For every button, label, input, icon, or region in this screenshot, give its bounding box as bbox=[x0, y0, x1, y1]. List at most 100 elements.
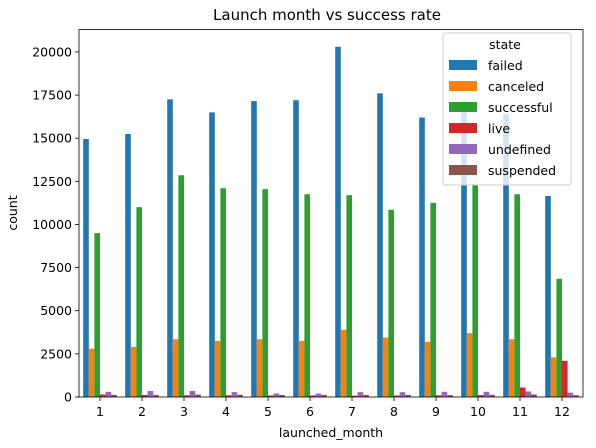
bar-successful-2 bbox=[136, 207, 142, 397]
bar-failed-6 bbox=[293, 100, 299, 397]
bar-canceled-5 bbox=[256, 339, 263, 397]
bar-failed-2 bbox=[125, 133, 131, 398]
bar-successful-1 bbox=[94, 233, 100, 397]
x-tick-label: 10 bbox=[470, 404, 486, 419]
bar-canceled-11 bbox=[508, 339, 515, 397]
bar-live-12 bbox=[562, 360, 568, 397]
bar-undefined-3 bbox=[189, 390, 196, 397]
bar-canceled-7 bbox=[340, 329, 347, 397]
legend-swatch-failed bbox=[449, 60, 477, 70]
bar-canceled-1 bbox=[88, 348, 95, 397]
bar-undefined-10 bbox=[483, 391, 490, 397]
legend-swatch-suspended bbox=[449, 165, 477, 175]
bar-undefined-4 bbox=[231, 392, 238, 397]
y-tick-label: 0 bbox=[64, 390, 72, 405]
bar-suspended-5 bbox=[279, 394, 285, 397]
bar-undefined-9 bbox=[441, 391, 448, 397]
y-tick-label: 17500 bbox=[32, 88, 72, 103]
y-tick-label: 15000 bbox=[32, 131, 72, 146]
legend-swatch-successful bbox=[449, 102, 477, 112]
bar-undefined-11 bbox=[525, 391, 532, 397]
bar-suspended-3 bbox=[195, 394, 201, 397]
bar-live-6 bbox=[310, 395, 316, 397]
bar-successful-8 bbox=[388, 209, 394, 397]
bar-failed-9 bbox=[419, 117, 425, 398]
chart-title: Launch month vs success rate bbox=[213, 6, 441, 24]
x-tick-label: 4 bbox=[222, 404, 230, 419]
bar-live-11 bbox=[520, 387, 526, 397]
bar-failed-3 bbox=[167, 99, 173, 397]
bar-live-3 bbox=[184, 395, 190, 397]
bar-failed-12 bbox=[545, 195, 551, 397]
x-axis: 1 2 3 4 5 6 7 8 9 10 11 12 bbox=[96, 397, 570, 419]
bar-failed-8 bbox=[377, 93, 383, 398]
bar-successful-12 bbox=[556, 278, 562, 397]
legend-label-live: live bbox=[488, 121, 510, 136]
x-tick-label: 5 bbox=[264, 404, 272, 419]
bar-live-7 bbox=[352, 395, 358, 397]
bar-suspended-1 bbox=[111, 394, 117, 397]
bar-canceled-2 bbox=[130, 346, 137, 397]
bar-suspended-12 bbox=[573, 395, 579, 397]
x-tick-label: 6 bbox=[306, 404, 314, 419]
bar-failed-1 bbox=[83, 139, 89, 397]
bar-undefined-1 bbox=[105, 391, 112, 397]
x-tick-label: 3 bbox=[180, 404, 188, 419]
legend-label-canceled: canceled bbox=[488, 79, 544, 94]
bar-undefined-8 bbox=[399, 392, 406, 397]
bar-undefined-7 bbox=[357, 392, 364, 397]
bar-suspended-9 bbox=[447, 395, 453, 397]
legend: state failed canceled successful live undefin… bbox=[442, 32, 572, 186]
bars-group bbox=[83, 46, 579, 398]
bar-canceled-4 bbox=[214, 340, 221, 397]
x-tick-label: 9 bbox=[432, 404, 440, 419]
y-tick-label: 5000 bbox=[40, 303, 72, 318]
bar-successful-6 bbox=[304, 194, 310, 397]
bar-suspended-4 bbox=[237, 394, 243, 397]
bar-successful-5 bbox=[262, 189, 268, 397]
bar-successful-11 bbox=[514, 194, 520, 397]
bar-suspended-7 bbox=[363, 394, 369, 397]
bar-suspended-6 bbox=[321, 394, 327, 397]
bar-canceled-12 bbox=[550, 357, 557, 397]
legend-swatch-undefined bbox=[449, 144, 477, 154]
bar-failed-11 bbox=[503, 114, 509, 398]
y-tick-label: 20000 bbox=[32, 44, 72, 59]
bar-suspended-10 bbox=[489, 394, 495, 397]
bar-failed-7 bbox=[335, 46, 341, 398]
bar-live-10 bbox=[478, 395, 484, 397]
legend-label-successful: successful bbox=[488, 100, 553, 115]
x-tick-label: 1 bbox=[96, 404, 104, 419]
x-tick-label: 8 bbox=[390, 404, 398, 419]
legend-swatch-canceled bbox=[449, 81, 477, 91]
bar-successful-9 bbox=[430, 202, 436, 397]
bar-successful-4 bbox=[220, 188, 226, 397]
bar-undefined-12 bbox=[567, 392, 574, 397]
legend-label-failed: failed bbox=[488, 58, 523, 73]
bar-successful-3 bbox=[178, 175, 184, 397]
y-axis: 0 2500 5000 7500 10000 12500 15000 17500 20000 bbox=[32, 44, 79, 405]
x-tick-label: 11 bbox=[512, 404, 528, 419]
x-tick-label: 12 bbox=[554, 404, 570, 419]
y-tick-label: 2500 bbox=[40, 346, 72, 361]
y-axis-label: count bbox=[5, 195, 20, 230]
bar-canceled-8 bbox=[382, 337, 389, 397]
bar-failed-5 bbox=[251, 101, 257, 397]
bar-successful-7 bbox=[346, 195, 352, 397]
bar-undefined-2 bbox=[147, 390, 154, 397]
bar-canceled-3 bbox=[172, 339, 179, 397]
bar-failed-4 bbox=[209, 112, 215, 398]
x-tick-label: 7 bbox=[348, 404, 356, 419]
y-tick-label: 10000 bbox=[32, 217, 72, 232]
bar-live-9 bbox=[436, 395, 442, 397]
bar-canceled-9 bbox=[424, 341, 431, 397]
legend-title: state bbox=[489, 37, 521, 52]
bar-canceled-6 bbox=[298, 340, 305, 397]
legend-swatch-live bbox=[449, 123, 477, 133]
bar-live-4 bbox=[226, 395, 232, 397]
bar-live-2 bbox=[142, 394, 148, 397]
y-tick-label: 12500 bbox=[32, 174, 72, 189]
bar-suspended-2 bbox=[153, 394, 159, 397]
bar-suspended-11 bbox=[531, 394, 537, 397]
